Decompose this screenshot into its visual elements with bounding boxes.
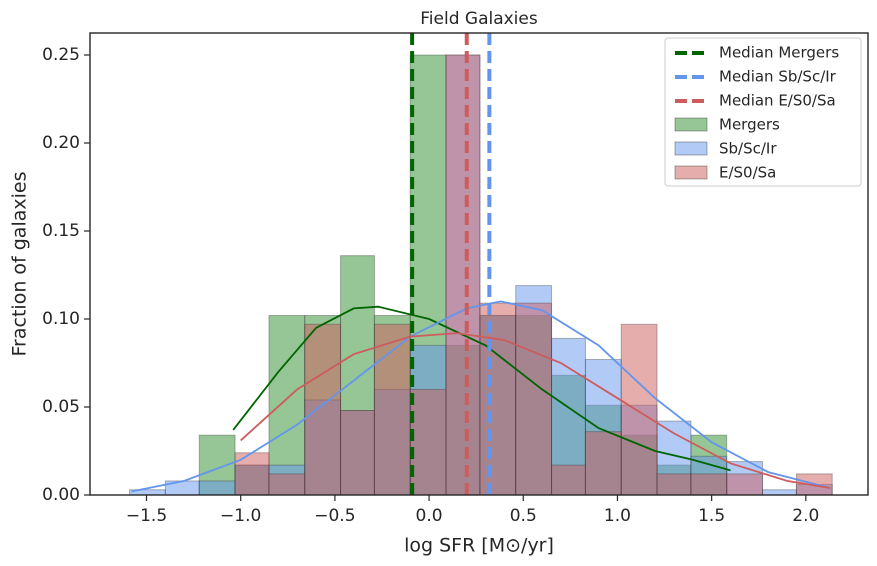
legend-label: Median E/S0/Sa <box>719 92 836 110</box>
legend: Median Mergers Median Sb/Sc/Ir Median E/S0… <box>664 37 862 187</box>
y-tick-label: 0.15 <box>42 221 80 241</box>
x-tick-label: −1.0 <box>220 506 261 526</box>
histogram-bar <box>762 489 797 496</box>
histogram-bar <box>656 473 692 496</box>
y-tick-label: 0.10 <box>42 309 80 329</box>
legend-label: Median Sb/Sc/Ir <box>719 68 837 86</box>
histogram-bar <box>726 473 764 496</box>
x-tick-label: −1.5 <box>126 506 167 526</box>
y-tick-label: 0.25 <box>42 45 80 65</box>
kde-line <box>240 332 831 489</box>
legend-swatch <box>674 165 708 180</box>
histogram-bar <box>690 473 728 496</box>
plot-frame <box>89 32 869 496</box>
x-tick-label: 2.0 <box>792 506 819 526</box>
x-tick-label: 0.0 <box>416 506 443 526</box>
chart-title: Field Galaxies <box>420 9 538 29</box>
histogram-bar <box>620 323 658 496</box>
legend-label: Mergers <box>719 116 780 134</box>
y-tick-label: 0.05 <box>42 397 80 417</box>
histogram-bar <box>551 464 586 496</box>
histogram-bar <box>409 388 447 496</box>
x-tick-label: 1.5 <box>698 506 725 526</box>
legend-box <box>664 37 862 187</box>
x-tick-label: −0.5 <box>314 506 355 526</box>
legend-label: Median Mergers <box>719 44 839 62</box>
kde-line <box>131 300 831 493</box>
legend-swatch <box>674 141 708 156</box>
y-tick-label: 0.20 <box>42 133 80 153</box>
histogram-bar <box>304 323 342 496</box>
histogram-bar <box>445 54 481 496</box>
histogram-bar <box>198 480 236 496</box>
histogram-bar <box>584 431 622 496</box>
x-tick-label: 1.0 <box>604 506 631 526</box>
x-tick-label: 0.5 <box>510 506 537 526</box>
histogram-bar <box>479 302 517 496</box>
x-axis-label: log SFR [M⊙/yr] <box>404 535 554 557</box>
histogram-bar <box>268 473 306 496</box>
histogram-bar <box>515 302 553 496</box>
legend-label: E/S0/Sa <box>719 164 776 182</box>
histogram-bar <box>340 410 375 496</box>
legend-label: Sb/Sc/Ir <box>719 140 777 158</box>
y-tick-label: 0.00 <box>42 485 80 505</box>
legend-swatch <box>674 117 708 132</box>
y-axis-label: Fraction of galaxies <box>9 172 31 357</box>
